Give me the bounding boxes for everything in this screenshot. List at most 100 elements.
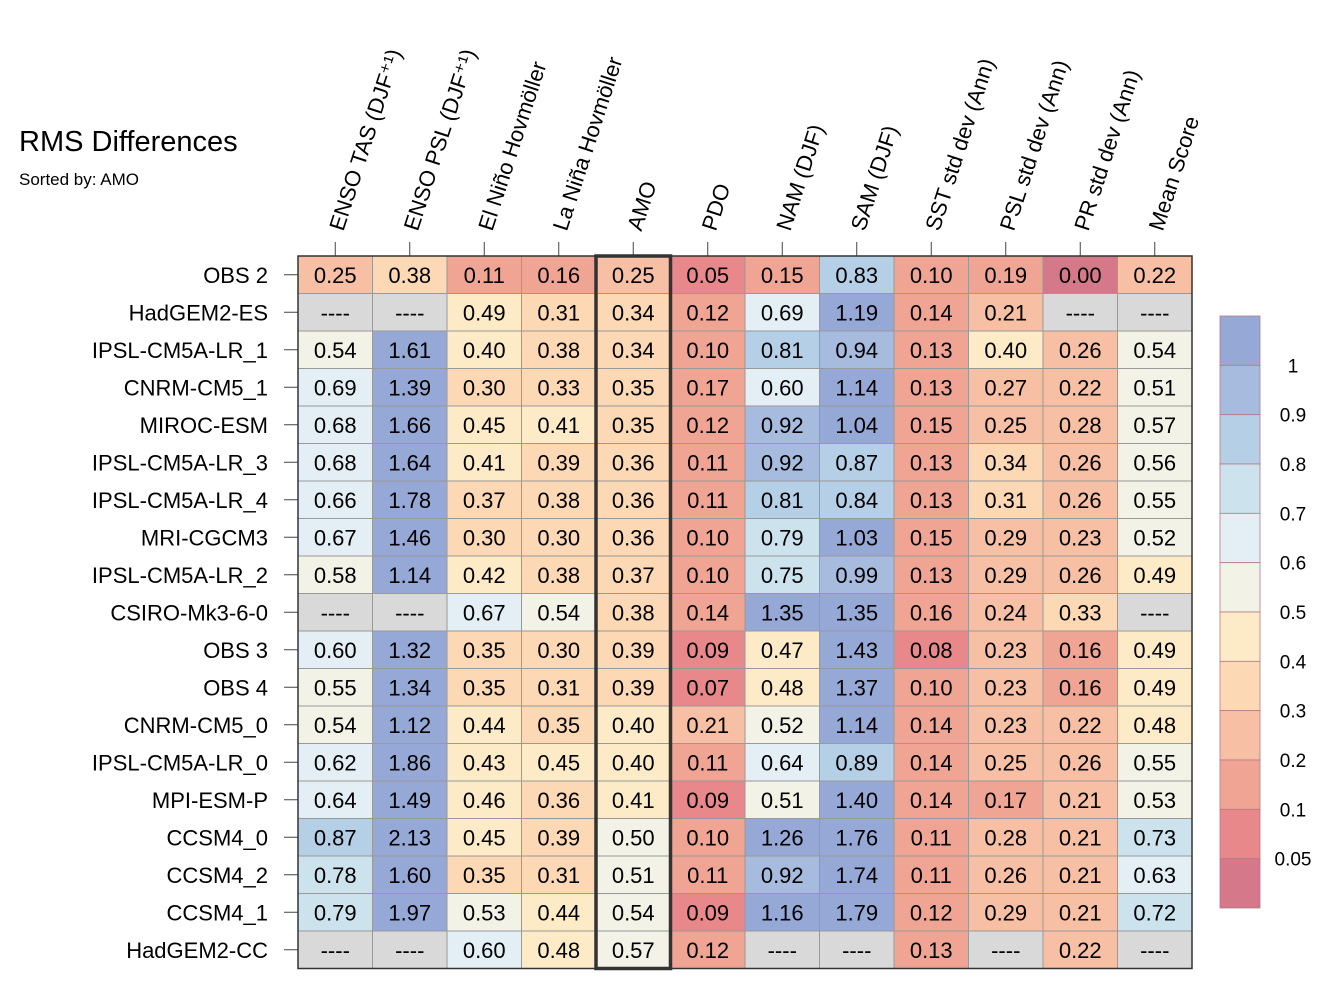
heatmap-cell bbox=[819, 406, 894, 444]
cell-value: 1.26 bbox=[761, 825, 804, 850]
cell-value: 1.14 bbox=[835, 713, 878, 738]
cell-value: 1.39 bbox=[388, 375, 431, 400]
cell-value: 1.76 bbox=[835, 825, 878, 850]
heatmap-cell bbox=[1117, 668, 1192, 706]
cell-value: 1.46 bbox=[388, 525, 431, 550]
heatmap-cell bbox=[1117, 293, 1192, 331]
heatmap-cell bbox=[819, 781, 894, 819]
heatmap-cell bbox=[447, 631, 522, 669]
heatmap-cell bbox=[298, 293, 373, 331]
row-label: MPI-ESM-P bbox=[152, 788, 268, 813]
heatmap-cell bbox=[670, 668, 745, 706]
heatmap-cell bbox=[1117, 443, 1192, 481]
colorbar-segment bbox=[1219, 463, 1261, 514]
row-label: IPSL-CM5A-LR_3 bbox=[92, 450, 268, 475]
cell-value: 0.16 bbox=[1059, 675, 1102, 700]
cell-value: 0.23 bbox=[984, 713, 1027, 738]
cell-value: 0.54 bbox=[314, 713, 357, 738]
column-label: NAM (DJF) bbox=[771, 121, 829, 233]
cell-value: 0.42 bbox=[463, 563, 506, 588]
cell-value: 0.10 bbox=[686, 825, 729, 850]
heatmap-cell bbox=[670, 331, 745, 369]
cell-value: 0.68 bbox=[314, 413, 357, 438]
cell-value: 0.68 bbox=[314, 450, 357, 475]
colorbar-label: 0.2 bbox=[1280, 751, 1306, 772]
cell-value: ---- bbox=[321, 600, 350, 625]
cell-value: 0.28 bbox=[984, 825, 1027, 850]
heatmap-cell bbox=[447, 818, 522, 856]
heatmap-cell bbox=[447, 781, 522, 819]
heatmap-cell bbox=[1117, 518, 1192, 556]
cell-value: 0.41 bbox=[612, 788, 655, 813]
cell-value: 0.09 bbox=[686, 638, 729, 663]
heatmap-cell bbox=[596, 518, 671, 556]
row-labels: OBS 2 HadGEM2-ES IPSL-CM5A-LR_1 CNRM-CM5_1 M… bbox=[92, 263, 298, 963]
cell-value: 0.10 bbox=[910, 675, 953, 700]
colorbar-segment bbox=[1219, 512, 1261, 564]
column-label: La Niña Hovmöller bbox=[548, 54, 628, 234]
cell-value: 0.13 bbox=[910, 563, 953, 588]
heatmap-cell bbox=[1117, 856, 1192, 894]
heatmap-cell bbox=[819, 293, 894, 331]
row-label: IPSL-CM5A-LR_0 bbox=[92, 750, 268, 775]
cell-value: 0.14 bbox=[686, 600, 729, 625]
cell-value: 1.43 bbox=[835, 638, 878, 663]
heatmap-cell bbox=[447, 293, 522, 331]
cell-value: 0.30 bbox=[463, 375, 506, 400]
heatmap-cell bbox=[1043, 893, 1118, 931]
heatmap-cell bbox=[745, 368, 820, 406]
heatmap-cell bbox=[745, 818, 820, 856]
heatmap-cell bbox=[819, 893, 894, 931]
heatmap-cell bbox=[372, 293, 447, 331]
cell-value: 0.35 bbox=[612, 413, 655, 438]
cell-value: 0.36 bbox=[612, 525, 655, 550]
heatmap-cell bbox=[372, 668, 447, 706]
cell-value: 0.45 bbox=[463, 825, 506, 850]
heatmap-cell bbox=[596, 631, 671, 669]
heatmap-cell bbox=[745, 556, 820, 594]
heatmap-cell bbox=[372, 256, 447, 294]
heatmap-cell bbox=[447, 931, 522, 969]
cell-value: 0.15 bbox=[910, 413, 953, 438]
cell-value: 0.10 bbox=[686, 525, 729, 550]
cell-value: 0.26 bbox=[984, 863, 1027, 888]
heatmap-cell bbox=[968, 256, 1043, 294]
row-label: HadGEM2-ES bbox=[129, 300, 268, 325]
heatmap-cell bbox=[596, 593, 671, 631]
cell-value: ---- bbox=[842, 938, 871, 963]
heatmap-cell bbox=[968, 368, 1043, 406]
cell-value: 0.84 bbox=[835, 488, 878, 513]
row-label: CNRM-CM5_0 bbox=[124, 713, 268, 738]
heatmap-cell bbox=[670, 893, 745, 931]
cell-value: 0.39 bbox=[537, 450, 580, 475]
cell-value: 1.37 bbox=[835, 675, 878, 700]
heatmap-cell bbox=[1117, 743, 1192, 781]
heatmap-cell bbox=[745, 518, 820, 556]
heatmap-cell bbox=[521, 781, 596, 819]
cell-value: 0.67 bbox=[463, 600, 506, 625]
cell-value: 1.32 bbox=[388, 638, 431, 663]
cell-value: 1.78 bbox=[388, 488, 431, 513]
heatmap-cell bbox=[596, 256, 671, 294]
cell-value: 0.75 bbox=[761, 563, 804, 588]
heatmap-cell bbox=[1043, 406, 1118, 444]
heatmap-cell bbox=[447, 443, 522, 481]
heatmap-cell bbox=[819, 593, 894, 631]
heatmap-cell bbox=[1117, 706, 1192, 744]
heatmap-cell bbox=[670, 706, 745, 744]
cell-value: 0.36 bbox=[537, 788, 580, 813]
cell-value: 0.47 bbox=[761, 638, 804, 663]
heatmap-cell bbox=[596, 931, 671, 969]
heatmap-cell bbox=[1117, 931, 1192, 969]
cell-value: 0.52 bbox=[1133, 525, 1176, 550]
heatmap-cell bbox=[819, 743, 894, 781]
heatmap-cell bbox=[745, 256, 820, 294]
cell-value: 0.26 bbox=[1059, 338, 1102, 363]
cell-value: 0.31 bbox=[537, 300, 580, 325]
cell-value: 0.15 bbox=[761, 263, 804, 288]
heatmap-cell bbox=[968, 593, 1043, 631]
heatmap-cell bbox=[745, 631, 820, 669]
cell-value: 0.38 bbox=[612, 600, 655, 625]
heatmap-cell bbox=[372, 481, 447, 519]
